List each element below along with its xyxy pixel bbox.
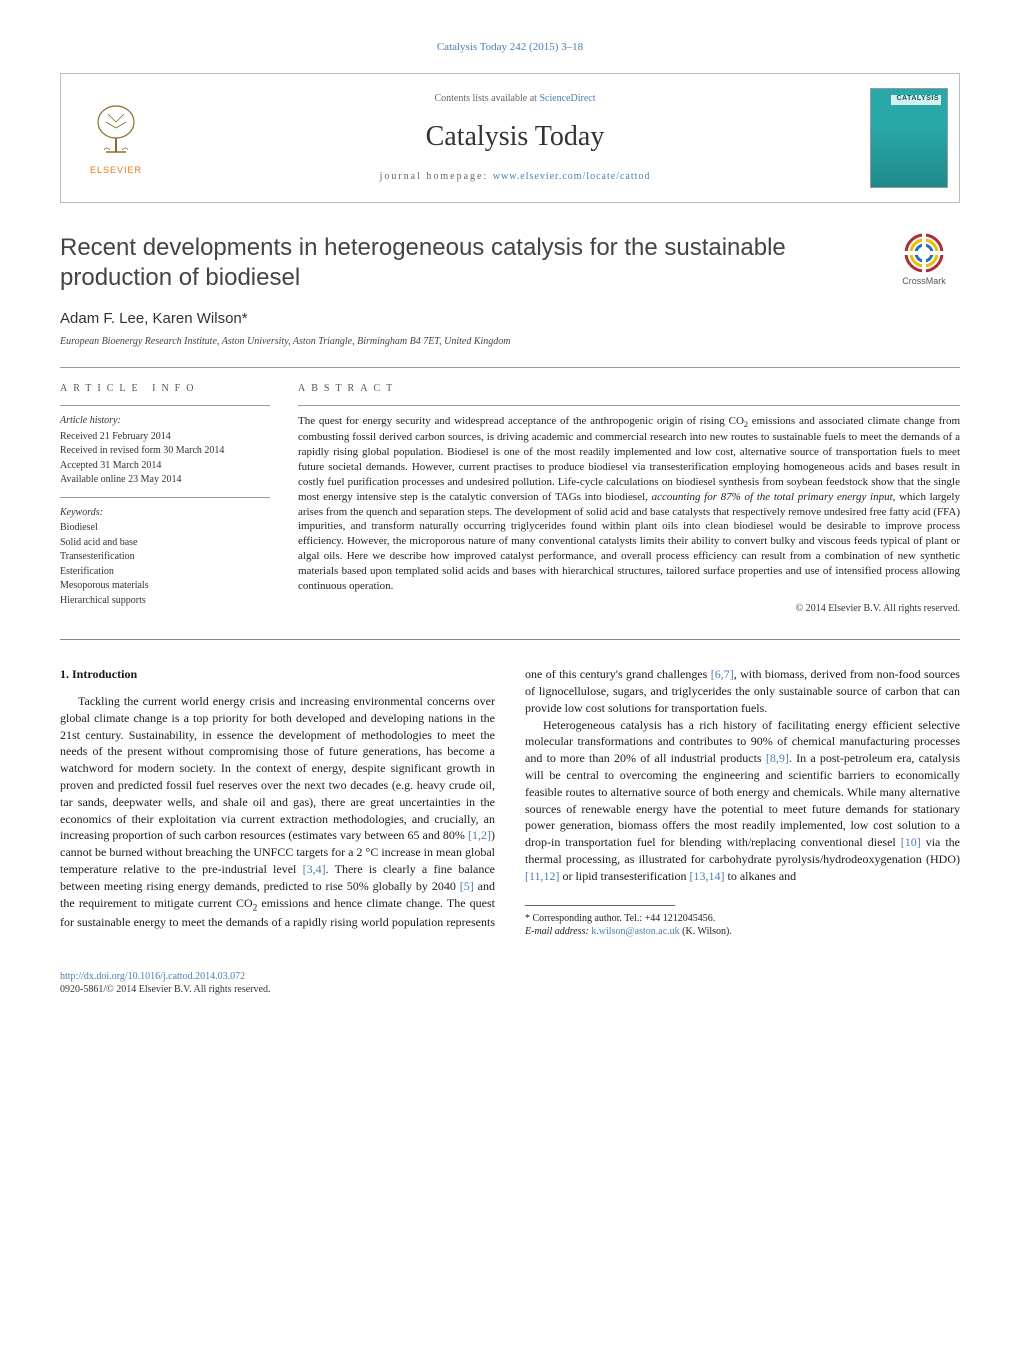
info-rule-2 (60, 497, 270, 498)
email-link[interactable]: k.wilson@aston.ac.uk (591, 926, 679, 937)
elsevier-logo[interactable]: ELSEVIER (76, 93, 156, 183)
authors: Adam F. Lee, Karen Wilson* (60, 309, 960, 329)
rule-top (60, 367, 960, 368)
section-heading: 1. Introduction (60, 666, 495, 683)
cover-label: CATALYSIS (897, 94, 940, 103)
article-info-column: article info Article history: Received 2… (60, 382, 270, 616)
journal-reference: Catalysis Today 242 (2015) 3–18 (60, 40, 960, 55)
keyword-item: Mesoporous materials (60, 579, 270, 593)
ref-link[interactable]: [3,4] (303, 862, 326, 876)
journal-reference-link[interactable]: Catalysis Today 242 (2015) 3–18 (437, 41, 583, 53)
contents-line: Contents lists available at ScienceDirec… (434, 92, 595, 106)
rule-full (60, 639, 960, 640)
doi-link[interactable]: http://dx.doi.org/10.1016/j.cattod.2014.… (60, 971, 245, 982)
keywords-label: Keywords: (60, 506, 270, 520)
abs-seg: emissions and associated climate change … (298, 415, 960, 503)
ref-link[interactable]: [10] (901, 835, 921, 849)
contents-prefix: Contents lists available at (434, 93, 539, 104)
cover-cell: CATALYSIS (859, 74, 959, 202)
article-info-heading: article info (60, 382, 270, 396)
abs-seg: , which largely arises from the quench a… (298, 491, 960, 592)
info-rule (60, 405, 270, 406)
abstract-rule (298, 405, 960, 406)
keyword-item: Esterification (60, 565, 270, 579)
ref-link[interactable]: [1,2] (468, 828, 491, 842)
revised-date: Received in revised form 30 March 2014 (60, 444, 270, 458)
crossmark-badge[interactable]: CrossMark (888, 233, 960, 287)
footnotes: * Corresponding author. Tel.: +44 121204… (525, 912, 960, 938)
header-center: Contents lists available at ScienceDirec… (171, 74, 859, 202)
abs-emph: accounting for 87% of the total primary … (652, 491, 893, 503)
body-seg: or lipid transesterification (560, 869, 690, 883)
crossmark-label: CrossMark (902, 276, 946, 286)
ref-link[interactable]: [11,12] (525, 869, 560, 883)
keyword-item: Transesterification (60, 550, 270, 564)
email-label: E-mail address: (525, 926, 591, 937)
publisher-label: ELSEVIER (90, 164, 142, 176)
journal-header-box: ELSEVIER Contents lists available at Sci… (60, 73, 960, 203)
journal-name: Catalysis Today (426, 118, 605, 156)
elsevier-tree-icon (86, 100, 146, 160)
ref-link[interactable]: [13,14] (690, 869, 725, 883)
journal-cover-thumb[interactable]: CATALYSIS (870, 88, 948, 188)
crossmark-icon (904, 233, 944, 273)
corresponding-email-line: E-mail address: k.wilson@aston.ac.uk (K.… (525, 925, 960, 938)
homepage-link[interactable]: www.elsevier.com/locate/cattod (493, 171, 651, 182)
affiliation: European Bioenergy Research Institute, A… (60, 335, 960, 349)
title-row: Recent developments in heterogeneous cat… (60, 233, 960, 293)
ref-link[interactable]: [8,9] (766, 751, 789, 765)
authors-names: Adam F. Lee, Karen Wilson (60, 310, 242, 327)
body-seg: to alkanes and (725, 869, 797, 883)
corresponding-author: * Corresponding author. Tel.: +44 121204… (525, 912, 960, 925)
keyword-item: Hierarchical supports (60, 594, 270, 608)
body-seg: Tackling the current world energy crisis… (60, 694, 495, 842)
body-seg: meeting rising energy demands, predicted… (104, 879, 460, 893)
ref-link[interactable]: [5] (460, 879, 474, 893)
publisher-cell: ELSEVIER (61, 74, 171, 202)
keyword-item: Solid acid and base (60, 536, 270, 550)
bottom-block: http://dx.doi.org/10.1016/j.cattod.2014.… (60, 970, 960, 997)
body-columns: 1. Introduction Tackling the current wor… (60, 666, 960, 937)
ref-link[interactable]: [6,7] (711, 667, 734, 681)
footnote-rule (525, 905, 675, 906)
email-suffix: (K. Wilson). (680, 926, 732, 937)
abstract-heading: abstract (298, 382, 960, 396)
issn-line: 0920-5861/© 2014 Elsevier B.V. All right… (60, 984, 270, 995)
sciencedirect-link[interactable]: ScienceDirect (539, 93, 595, 104)
abstract-copyright: © 2014 Elsevier B.V. All rights reserved… (298, 602, 960, 616)
online-date: Available online 23 May 2014 (60, 473, 270, 487)
info-abstract-row: article info Article history: Received 2… (60, 382, 960, 616)
corresponding-marker: * (242, 310, 248, 327)
homepage-line: journal homepage: www.elsevier.com/locat… (380, 170, 651, 184)
homepage-prefix: journal homepage: (380, 171, 493, 182)
history-label: Article history: (60, 414, 270, 428)
received-date: Received 21 February 2014 (60, 430, 270, 444)
article-title: Recent developments in heterogeneous cat… (60, 233, 888, 293)
accepted-date: Accepted 31 March 2014 (60, 459, 270, 473)
abstract-text: The quest for energy security and widesp… (298, 414, 960, 594)
abs-seg: The quest for energy security and widesp… (298, 415, 744, 427)
body-para-2: Heterogeneous catalysis has a rich histo… (525, 717, 960, 885)
body-seg: . In a post-petroleum era, catalysis wil… (525, 751, 960, 849)
abstract-column: abstract The quest for energy security a… (298, 382, 960, 616)
keyword-item: Biodiesel (60, 521, 270, 535)
